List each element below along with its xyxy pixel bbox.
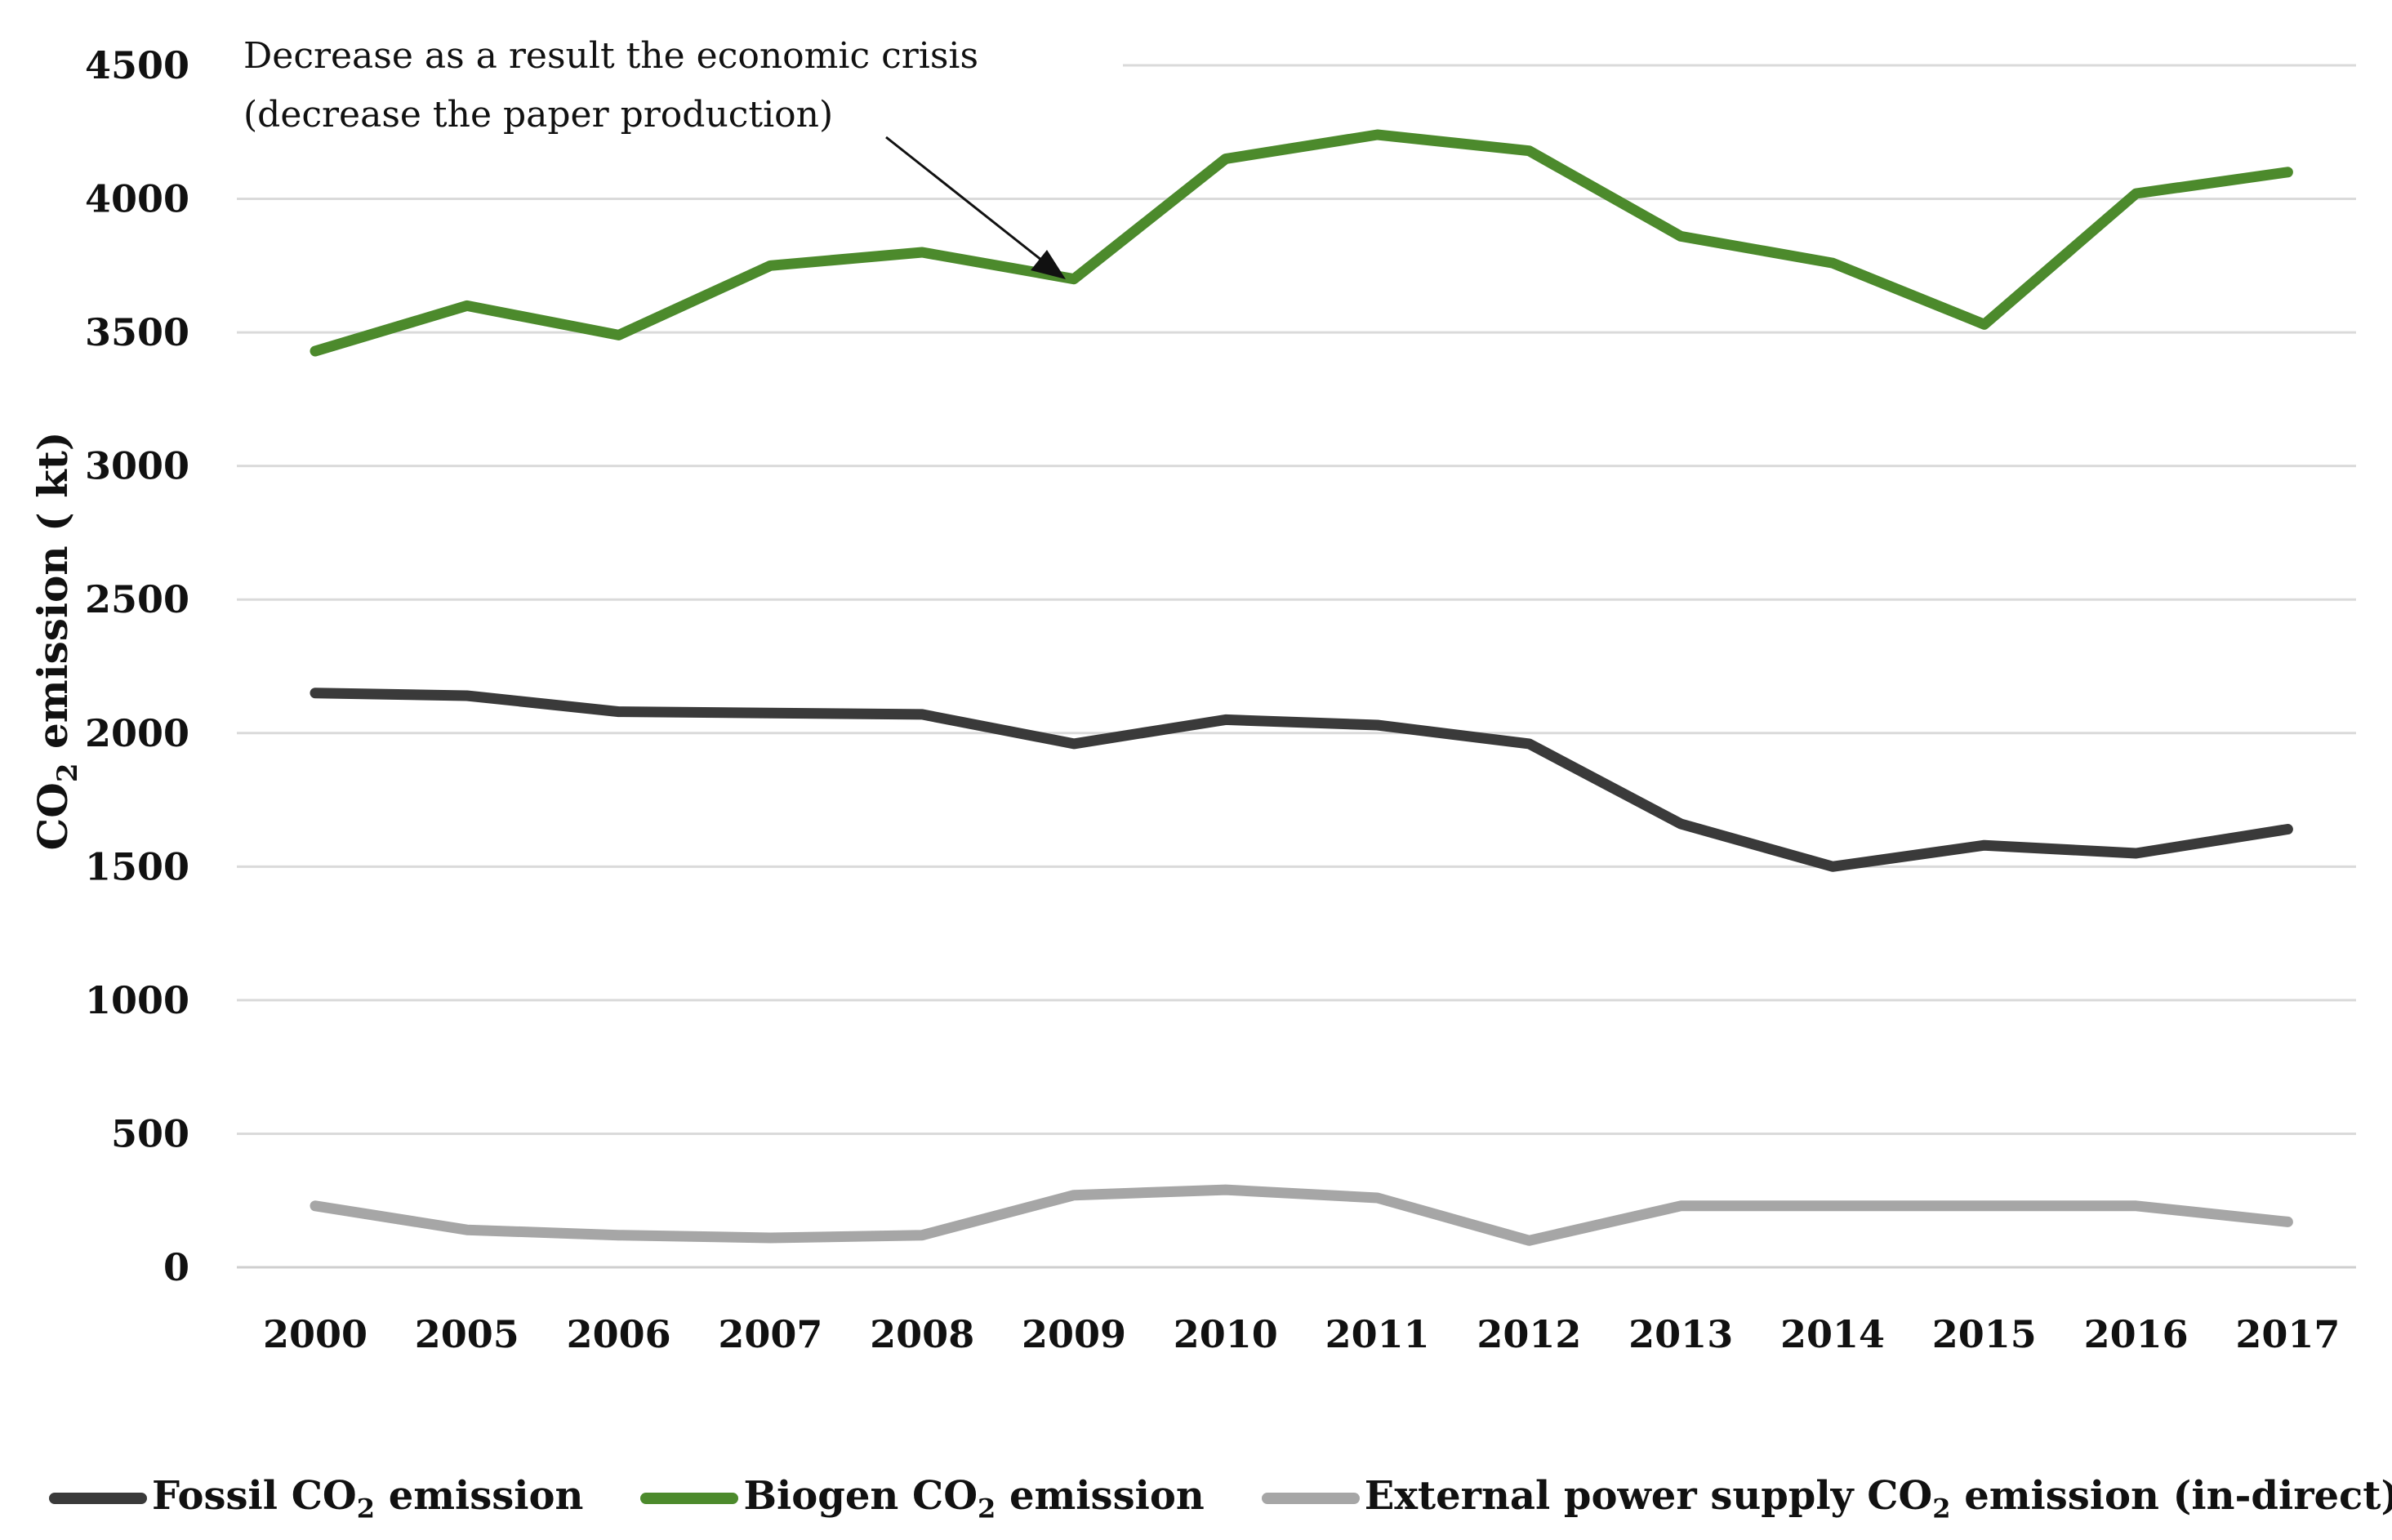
gridlines	[237, 64, 2356, 1269]
x-tick-label: 2015	[1932, 1312, 2037, 1356]
x-tick-label: 2014	[1780, 1312, 1885, 1356]
legend-item-2: Biogen CO2 emission	[640, 1472, 1205, 1524]
annotation: Decrease as a result the economic crisis…	[243, 35, 1066, 279]
y-tick-label: 2500	[85, 577, 189, 621]
annotation-line-2: (decrease the paper production)	[243, 94, 833, 136]
series-line-2	[310, 129, 2293, 357]
annotation-arrow-line	[885, 136, 1054, 271]
x-tick-label: 2012	[1477, 1312, 1581, 1356]
legend-swatch	[49, 1493, 147, 1504]
legend-swatch	[1261, 1493, 1360, 1504]
x-tick-label: 2007	[718, 1312, 822, 1356]
legend-label: Fossil CO2 emission	[152, 1472, 584, 1524]
legend-label: Biogen CO2 emission	[743, 1472, 1205, 1524]
y-tick-label: 3500	[85, 310, 189, 354]
y-tick-label: 4500	[85, 43, 189, 87]
y-axis-label: CO2 emission ( kt)	[29, 431, 84, 850]
x-tick-label: 2010	[1174, 1312, 1278, 1356]
y-tick-label: 0	[163, 1245, 189, 1289]
x-tick-label: 2006	[567, 1312, 671, 1356]
legend-swatch	[640, 1493, 739, 1504]
y-tick-label: 500	[111, 1111, 189, 1155]
legend-item-3: External power supply CO2 emission (in-d…	[1261, 1472, 2392, 1524]
annotation-arrow-head	[1031, 250, 1066, 279]
series-line-3	[310, 1184, 2293, 1246]
y-tick-label: 1000	[85, 978, 189, 1022]
x-tick-label: 2008	[870, 1312, 974, 1356]
y-tick-label: 1500	[85, 844, 189, 888]
y-tick-label: 2000	[85, 711, 189, 755]
x-axis-ticks: 2000 2005 2006 2007 2008 2009 2010 2011 2012 2013…	[263, 1312, 2340, 1356]
x-tick-label: 2000	[263, 1312, 367, 1356]
y-axis-ticks: 0 500 1000 1500 2000 2500 3000 3500 4000 4500	[85, 43, 189, 1289]
legend-item-1: Fossil CO2 emission	[49, 1473, 583, 1524]
line-chart: 0 500 1000 1500 2000 2500 3000 3500 4000 4500 200…	[29, 35, 2356, 1356]
y-tick-label: 3000	[85, 444, 189, 488]
x-tick-label: 2016	[2084, 1312, 2189, 1356]
x-tick-label: 2005	[415, 1312, 519, 1356]
x-tick-label: 2011	[1325, 1312, 1430, 1356]
legend-label: External power supply CO2 emission (in-d…	[1364, 1472, 2392, 1524]
x-tick-label: 2017	[2235, 1312, 2340, 1356]
y-tick-label: 4000	[85, 177, 189, 221]
series-line-1	[310, 688, 2293, 872]
legend: Fossil CO2 emission Biogen CO2 emission Ex…	[49, 1470, 2392, 1527]
series-lines	[310, 129, 2293, 1246]
x-tick-label: 2013	[1628, 1312, 1733, 1356]
annotation-line-1: Decrease as a result the economic crisis	[243, 35, 978, 77]
x-tick-label: 2009	[1022, 1312, 1126, 1356]
